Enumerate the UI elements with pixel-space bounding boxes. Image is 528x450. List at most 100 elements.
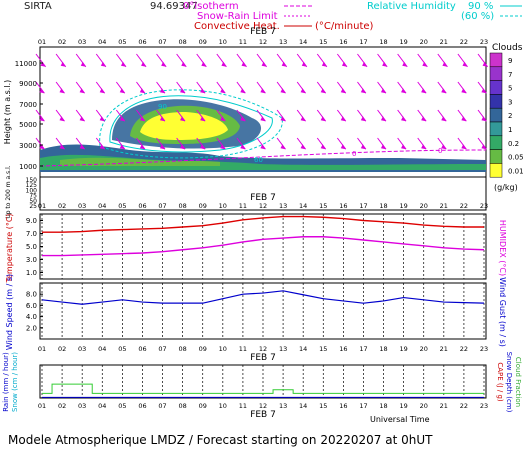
wind-arrow-head — [79, 116, 85, 122]
rh-contour-90 — [109, 95, 273, 153]
wind-arrow-head — [100, 61, 106, 67]
site-coord: 94.69347 — [150, 1, 198, 12]
humidex-axis-label: HUMIDEX (°C) — [498, 220, 507, 276]
wind-arrow-head — [300, 144, 306, 150]
wind-arrow-head — [380, 144, 386, 150]
colorbar-tick-5: 5 — [508, 85, 512, 93]
cloud-colorbar: 9 7 5 3 2 1 0.2 0.05 0.01 — [489, 52, 524, 178]
low-height-tick-50: 50 — [29, 198, 37, 205]
wind-arrow-head — [39, 116, 45, 122]
wind-arrow-head — [402, 61, 408, 67]
hour-label-p4-02: 02 — [58, 345, 66, 353]
legend-convective: Convective Heat. — [194, 21, 280, 32]
colorbar-swatch — [489, 80, 503, 95]
colorbar-tick-3: 3 — [508, 98, 512, 106]
wind-arrow-head — [39, 88, 45, 94]
hour-label-top-05: 05 — [118, 38, 126, 46]
hour-label-bottom-18: 18 — [379, 402, 387, 410]
date-label-top: FEB 7 — [250, 27, 276, 37]
wind-arrow-head — [139, 116, 145, 122]
wind-arrow-head — [280, 88, 286, 94]
wind-arrow-head — [360, 144, 366, 150]
hour-label-bottom-23: 23 — [480, 402, 488, 410]
colorbar-tick-1: 1 — [508, 126, 512, 134]
wind-arrow-head — [139, 88, 145, 94]
wind-arrow-head — [80, 61, 86, 67]
universal-time-label: Universal Time — [370, 415, 430, 424]
hour-label-bottom-21: 21 — [440, 402, 448, 410]
wind-arrow-head — [261, 61, 267, 67]
wind-arrow-head — [340, 116, 346, 122]
height-tick-5000: 5000 — [19, 121, 37, 129]
hour-label-p2-13: 13 — [279, 202, 287, 210]
hour-label-top-22: 22 — [460, 38, 468, 46]
wind-arrow-head — [360, 116, 366, 122]
hour-label-top-21: 21 — [440, 38, 448, 46]
hour-label-p2-07: 07 — [158, 202, 166, 210]
hour-label-top-16: 16 — [339, 38, 347, 46]
wind-arrow-head — [481, 88, 487, 94]
wind-gust-axis-label: Wind Gust (m / s) — [498, 277, 507, 347]
hour-label-p4-10: 10 — [219, 345, 227, 353]
rain-axis-label: Rain (mm / hour) — [2, 352, 10, 412]
colorbar-unit: (g/kg) — [494, 183, 518, 192]
wind-arrow-head — [260, 116, 266, 122]
hour-label-p2-06: 06 — [138, 202, 146, 210]
wind-arrow-head — [461, 116, 467, 122]
hour-label-bottom-06: 06 — [138, 402, 146, 410]
legend-rh-90: 90 % — [468, 1, 493, 12]
isotherm-line — [39, 149, 487, 167]
hour-label-p4-14: 14 — [299, 345, 307, 353]
hour-label-top-04: 04 — [98, 38, 106, 46]
wind-arrow-head — [340, 144, 346, 150]
hour-label-bottom-22: 22 — [460, 402, 468, 410]
hour-label-p4-22: 22 — [460, 345, 468, 353]
hour-label-p2-22: 22 — [460, 202, 468, 210]
colorbar-swatch — [489, 149, 503, 164]
hour-label-bottom-08: 08 — [178, 402, 186, 410]
wind-arrow-head — [99, 88, 105, 94]
hour-label-p2-21: 21 — [440, 202, 448, 210]
legend-isotherm: 0°isotherm — [183, 1, 239, 12]
wind-speed-axis-label: Wind Speed (m / s) — [5, 274, 14, 350]
height-tick-7000: 7000 — [19, 101, 37, 109]
snow-axis-label: Snow (cm / hour) — [11, 352, 19, 412]
hour-label-top-23: 23 — [480, 38, 488, 46]
hour-label-top-11: 11 — [239, 38, 247, 46]
height-tick-1000: 1000 — [19, 163, 37, 171]
wind-arrow-head — [421, 116, 427, 122]
hour-label-p4-16: 16 — [339, 345, 347, 353]
wind-arrow-head — [260, 144, 266, 150]
wind-arrow-head — [341, 61, 347, 67]
p2-tick-9.0: 9.0 — [26, 217, 37, 225]
legend-rh-60: (60 %) — [461, 11, 494, 22]
wind-arrow-head — [422, 61, 428, 67]
hour-label-p4-07: 07 — [158, 345, 166, 353]
wind-arrow-head — [161, 61, 167, 67]
wind-arrow-head — [119, 88, 125, 94]
hour-label-p2-10: 10 — [219, 202, 227, 210]
wind-arrow-head — [320, 88, 326, 94]
colorbar-tick-2: 2 — [508, 112, 512, 120]
temp-axis-label: Temperature (°C) — [5, 213, 14, 283]
hour-label-top-07: 07 — [158, 38, 166, 46]
wind-arrow-head — [481, 144, 487, 150]
hour-label-bottom-14: 14 — [299, 402, 307, 410]
panel-axes: 01 02 03 04 05 06 07 08 09 10 11 12 13 14 15 16 17 18 19 20… — [38, 27, 488, 420]
date-label-p2: FEB 7 — [250, 193, 276, 203]
colorbar-tick-0.2: 0.2 — [508, 140, 519, 148]
wind-arrow-head — [241, 61, 247, 67]
height-tick-11000: 11000 — [15, 60, 37, 68]
wind-arrow-head — [461, 144, 467, 150]
hour-label-bottom-11: 11 — [239, 402, 247, 410]
hour-label-p4-04: 04 — [98, 345, 106, 353]
wind-arrows — [35, 53, 489, 150]
date-label-bottom: FEB 7 — [250, 410, 276, 420]
colorbar-swatch — [489, 121, 503, 137]
hour-label-p4-15: 15 — [319, 345, 327, 353]
hour-label-p4-01: 01 — [38, 345, 46, 353]
height-axis-label-2: Up to 200 m a.s.l. — [5, 165, 12, 218]
hour-label-bottom-02: 02 — [58, 402, 66, 410]
cape-axis-label: CAPE (J / g) — [496, 362, 504, 402]
